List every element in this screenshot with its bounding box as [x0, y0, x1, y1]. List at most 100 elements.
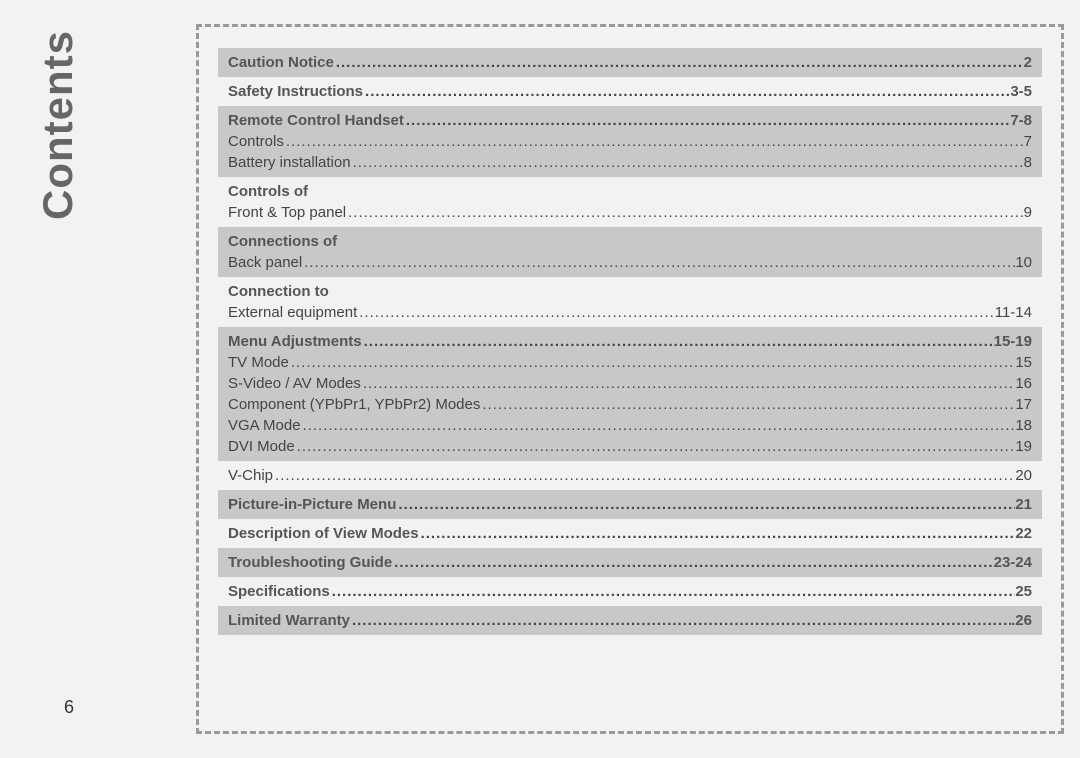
toc-row: External equipment 11-14 — [228, 302, 1032, 323]
toc-leader-dots — [301, 415, 1016, 436]
toc-page: 18 — [1015, 415, 1032, 436]
toc-label: Back panel — [228, 252, 302, 273]
toc-page: 2 — [1024, 52, 1032, 73]
toc-label: Front & Top panel — [228, 202, 346, 223]
toc-group: Connection toExternal equipment 11-14 — [218, 277, 1042, 327]
toc-leader-dots — [330, 581, 1016, 602]
toc-label: Connection to — [228, 281, 329, 302]
toc-label: DVI Mode — [228, 436, 295, 457]
table-of-contents: Caution Notice 2 Safety Instructions 3-5 Rem… — [218, 48, 1042, 635]
toc-row: V-Chip 20 — [228, 465, 1032, 486]
toc-page: 8 — [1024, 152, 1032, 173]
toc-label: Battery installation — [228, 152, 351, 173]
toc-group: Safety Instructions 3-5 — [218, 77, 1042, 106]
toc-label: External equipment — [228, 302, 357, 323]
toc-label: Controls of — [228, 181, 308, 202]
toc-group: Limited Warranty.26 — [218, 606, 1042, 635]
toc-label: Safety Instructions — [228, 81, 363, 102]
toc-label: Troubleshooting Guide — [228, 552, 392, 573]
toc-group: Troubleshooting Guide 23-24 — [218, 548, 1042, 577]
page: Contents 6 Caution Notice 2 Safety Instruc… — [0, 0, 1080, 758]
toc-group: Description of View Modes 22 — [218, 519, 1042, 548]
toc-row: Safety Instructions 3-5 — [228, 81, 1032, 102]
toc-page: 23-24 — [994, 552, 1032, 573]
toc-label: Component (YPbPr1, YPbPr2) Modes — [228, 394, 480, 415]
toc-page: 16 — [1015, 373, 1032, 394]
toc-row: VGA Mode 18 — [228, 415, 1032, 436]
toc-row: Front & Top panel 9 — [228, 202, 1032, 223]
toc-label: Specifications — [228, 581, 330, 602]
toc-row: Troubleshooting Guide 23-24 — [228, 552, 1032, 573]
toc-group: Controls ofFront & Top panel 9 — [218, 177, 1042, 227]
toc-row: Component (YPbPr1, YPbPr2) Modes 17 — [228, 394, 1032, 415]
toc-row: DVI Mode 19 — [228, 436, 1032, 457]
sidebar-title: Contents — [34, 30, 82, 220]
toc-page: 15-19 — [994, 331, 1032, 352]
toc-leader-dots — [273, 465, 1015, 486]
toc-label: Remote Control Handset — [228, 110, 404, 131]
toc-group: V-Chip 20 — [218, 461, 1042, 490]
toc-row: Description of View Modes 22 — [228, 523, 1032, 544]
toc-row: Remote Control Handset 7-8 — [228, 110, 1032, 131]
toc-leader-dots — [404, 110, 1010, 131]
toc-page: 25 — [1015, 581, 1032, 602]
toc-leader-dots — [392, 552, 993, 573]
toc-label: Picture-in-Picture Menu — [228, 494, 396, 515]
toc-row: TV Mode 15 — [228, 352, 1032, 373]
toc-row: Connection to — [228, 281, 1032, 302]
toc-leader-dots — [346, 202, 1024, 223]
toc-label: Controls — [228, 131, 284, 152]
toc-label: Connections of — [228, 231, 337, 252]
toc-group: Caution Notice 2 — [218, 48, 1042, 77]
toc-leader-dots — [361, 373, 1015, 394]
toc-row: S-Video / AV Modes 16 — [228, 373, 1032, 394]
toc-leader-dots — [334, 52, 1024, 73]
toc-page: 10 — [1015, 252, 1032, 273]
toc-page: 9 — [1024, 202, 1032, 223]
toc-label: Caution Notice — [228, 52, 334, 73]
toc-row: Specifications 25 — [228, 581, 1032, 602]
page-number: 6 — [64, 697, 74, 718]
toc-page: 22 — [1015, 523, 1032, 544]
toc-leader-dots — [284, 131, 1024, 152]
toc-page: 21 — [1015, 494, 1032, 515]
toc-row: Menu Adjustments 15-19 — [228, 331, 1032, 352]
toc-leader-dots — [480, 394, 1015, 415]
toc-row: Battery installation 8 — [228, 152, 1032, 173]
toc-group: Menu Adjustments15-19TV Mode15S-Video / … — [218, 327, 1042, 461]
toc-group: Connections ofBack panel 10 — [218, 227, 1042, 277]
toc-label: Menu Adjustments — [228, 331, 362, 352]
toc-page: 17 — [1015, 394, 1032, 415]
toc-label: S-Video / AV Modes — [228, 373, 361, 394]
toc-page: 3-5 — [1010, 81, 1032, 102]
toc-label: Description of View Modes — [228, 523, 419, 544]
toc-page: 19 — [1015, 436, 1032, 457]
toc-leader-dots — [357, 302, 994, 323]
toc-page: 20 — [1015, 465, 1032, 486]
toc-label: TV Mode — [228, 352, 289, 373]
toc-leader-dots — [396, 494, 1015, 515]
toc-leader-dots — [302, 252, 1015, 273]
toc-leader-dots — [362, 331, 994, 352]
toc-page: 7-8 — [1010, 110, 1032, 131]
toc-row: Connections of — [228, 231, 1032, 252]
toc-leader-dots — [350, 610, 1011, 631]
toc-row: Limited Warranty.26 — [228, 610, 1032, 631]
toc-row: Controls 7 — [228, 131, 1032, 152]
toc-label: V-Chip — [228, 465, 273, 486]
toc-row: Controls of — [228, 181, 1032, 202]
toc-page: 7 — [1024, 131, 1032, 152]
toc-leader-dots — [351, 152, 1024, 173]
toc-page: 11-14 — [995, 302, 1032, 323]
toc-row: Back panel 10 — [228, 252, 1032, 273]
toc-label: VGA Mode — [228, 415, 301, 436]
toc-group: Picture-in-Picture Menu 21 — [218, 490, 1042, 519]
toc-label: Limited Warranty — [228, 610, 350, 631]
toc-group: Specifications 25 — [218, 577, 1042, 606]
toc-leader-dots — [419, 523, 1016, 544]
toc-leader-dots — [295, 436, 1016, 457]
toc-leader-dots — [363, 81, 1010, 102]
toc-page: 15 — [1015, 352, 1032, 373]
toc-leader-dots — [289, 352, 1015, 373]
toc-group: Remote Control Handset7-8Controls7Batter… — [218, 106, 1042, 177]
